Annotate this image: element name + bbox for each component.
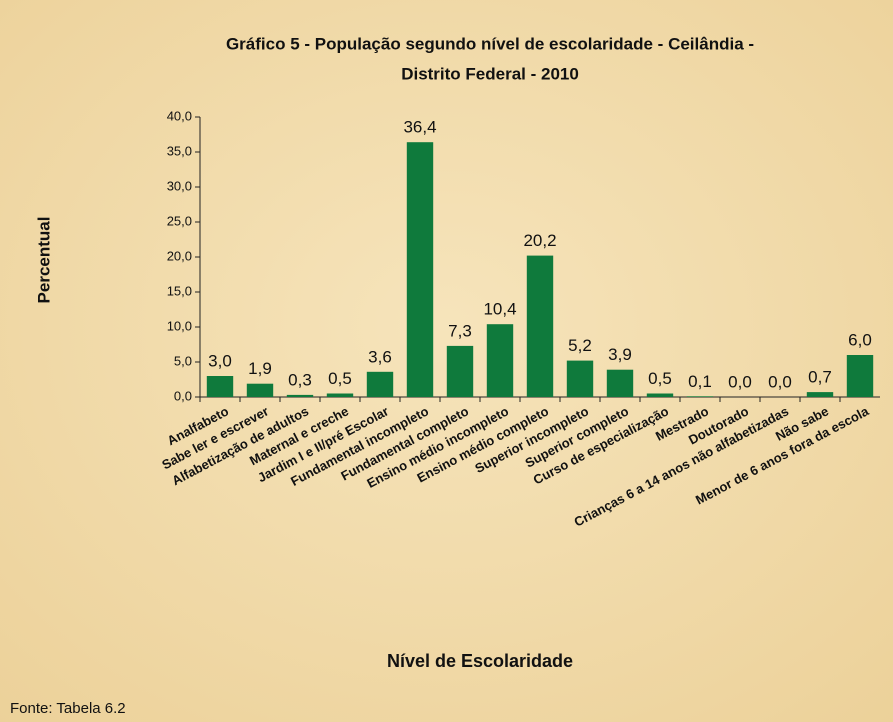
value-label: 3,9	[608, 345, 632, 364]
bar	[406, 142, 434, 397]
bar	[526, 255, 554, 397]
bar	[606, 369, 634, 397]
chart-title: Gráfico 5 - População segundo nível de e…	[226, 34, 754, 53]
y-tick-label: 15,0	[167, 283, 192, 298]
bar	[486, 324, 514, 397]
value-label: 0,5	[328, 369, 352, 388]
y-axis-label: Percentual	[34, 217, 53, 304]
value-label: 0,0	[728, 372, 752, 391]
value-label: 0,1	[688, 372, 712, 391]
bar	[446, 345, 474, 397]
bar	[246, 383, 274, 397]
value-label: 0,0	[768, 372, 792, 391]
bar	[566, 360, 594, 397]
value-label: 1,9	[248, 359, 272, 378]
value-label: 0,7	[808, 368, 832, 387]
x-axis-label: Nível de Escolaridade	[387, 651, 573, 671]
bar	[846, 355, 874, 397]
value-label: 7,3	[448, 321, 472, 340]
value-label: 10,4	[483, 300, 516, 319]
bar	[206, 376, 234, 397]
bar	[366, 371, 394, 397]
y-tick-label: 10,0	[167, 318, 192, 333]
value-label: 0,3	[288, 370, 312, 389]
bar	[806, 392, 834, 397]
bar	[326, 393, 354, 397]
value-label: 3,6	[368, 347, 392, 366]
chart-title: Distrito Federal - 2010	[401, 64, 579, 83]
value-label: 0,5	[648, 369, 672, 388]
value-label: 5,2	[568, 336, 592, 355]
y-tick-label: 40,0	[167, 108, 192, 123]
source-note: Fonte: Tabela 6.2	[10, 700, 126, 717]
y-tick-label: 30,0	[167, 178, 192, 193]
y-tick-label: 20,0	[167, 248, 192, 263]
y-tick-label: 25,0	[167, 213, 192, 228]
bar	[686, 396, 714, 397]
y-tick-label: 35,0	[167, 143, 192, 158]
value-label: 20,2	[523, 231, 556, 250]
value-label: 3,0	[208, 351, 232, 370]
bar	[646, 393, 674, 397]
value-label: 6,0	[848, 330, 872, 349]
bar	[286, 394, 314, 397]
value-label: 36,4	[403, 118, 436, 137]
y-tick-label: 0,0	[174, 388, 192, 403]
y-tick-label: 5,0	[174, 353, 192, 368]
